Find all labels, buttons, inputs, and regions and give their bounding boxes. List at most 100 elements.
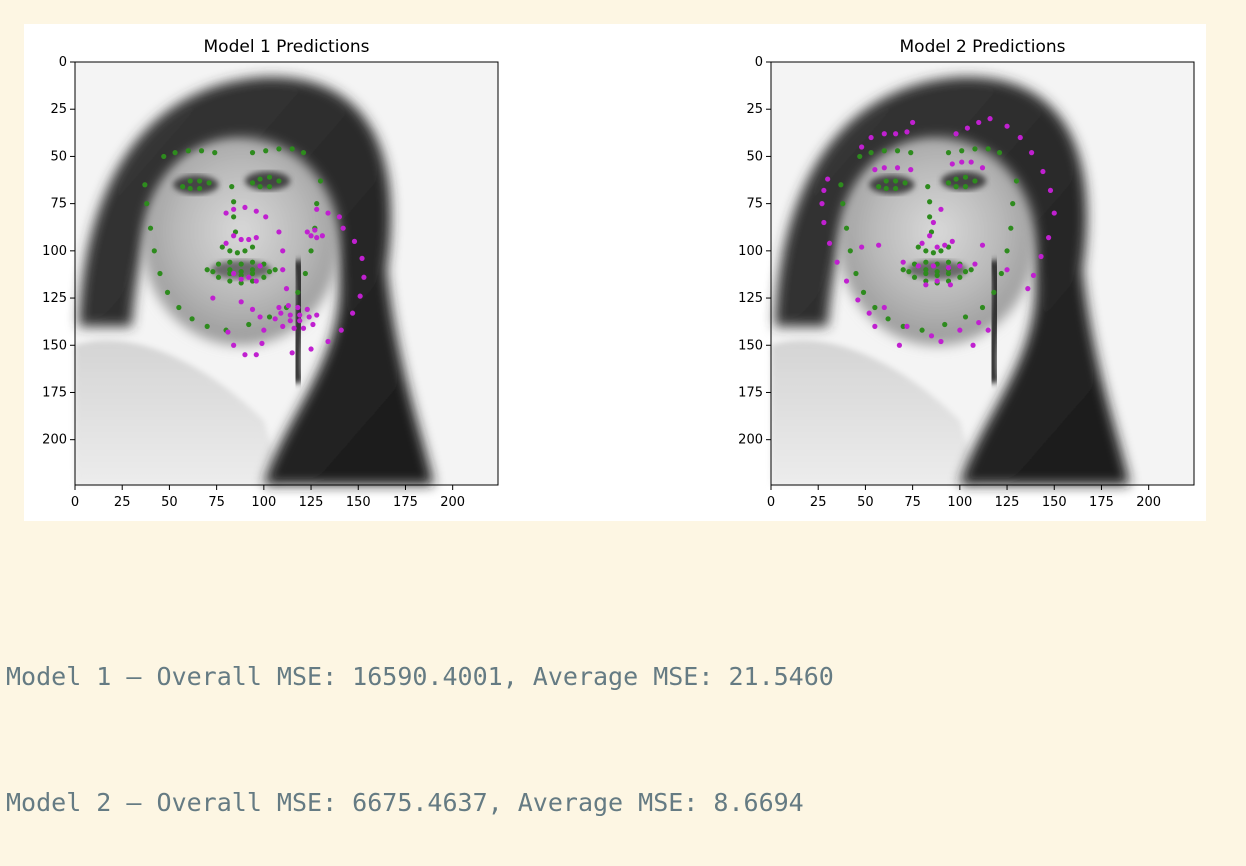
keypoint-marker	[142, 182, 148, 188]
keypoint-marker	[972, 146, 978, 152]
keypoint-marker	[276, 178, 282, 184]
keypoint-marker	[314, 235, 320, 241]
keypoint-marker	[923, 270, 929, 277]
keypoint-marker	[231, 270, 237, 277]
keypoint-marker	[238, 236, 244, 243]
keypoint-marker	[872, 304, 878, 311]
keypoint-marker	[227, 248, 233, 254]
keypoint-marker	[261, 327, 267, 333]
keypoint-marker	[253, 352, 259, 358]
keypoint-marker	[868, 134, 874, 141]
keypoint-marker	[351, 238, 358, 244]
subplot-2: Model 2 Predictions 0 25 50 75 100 125 150 175 20…	[738, 37, 1195, 510]
keypoint-marker	[894, 165, 901, 171]
keypoint-marker	[908, 167, 914, 173]
keypoint-marker	[942, 242, 948, 248]
keypoint-marker	[225, 329, 231, 335]
keypoint-marker	[206, 180, 212, 186]
keypoint-marker	[215, 274, 222, 280]
x-tick-label: 125	[299, 495, 324, 510]
keypoint-marker	[953, 176, 959, 182]
right-eye-shape	[244, 171, 291, 191]
keypoint-marker	[866, 310, 872, 316]
y-tick-label: 25	[746, 102, 763, 117]
keypoint-marker	[972, 178, 978, 184]
y-tick-label: 75	[746, 197, 763, 212]
keypoint-marker	[144, 201, 150, 207]
keypoint-marker	[336, 214, 342, 220]
keypoint-marker	[300, 150, 307, 156]
keypoint-marker	[340, 225, 346, 231]
keypoint-marker	[223, 240, 229, 246]
keypoint-marker	[291, 325, 297, 331]
keypoint-marker	[908, 150, 914, 156]
keypoint-marker	[959, 159, 965, 165]
keypoint-marker	[847, 248, 853, 254]
keypoint-marker	[238, 276, 244, 282]
keypoint-marker	[945, 270, 952, 277]
keypoint-marker	[189, 316, 195, 322]
keypoint-marker	[964, 125, 970, 131]
keypoint-marker	[968, 159, 974, 165]
keypoint-marker	[927, 233, 933, 239]
series-2	[210, 204, 367, 358]
keypoint-marker	[881, 165, 887, 171]
keypoint-marker	[893, 185, 899, 192]
keypoint-marker	[227, 278, 233, 284]
x-tick-label: 150	[346, 495, 371, 510]
series-2	[819, 116, 1057, 348]
keypoint-marker	[1004, 123, 1010, 129]
keypoint-marker	[276, 146, 282, 152]
keypoint-marker	[249, 150, 256, 156]
x-tick-label: 100	[947, 495, 972, 510]
keypoint-marker	[930, 219, 937, 226]
keypoint-marker	[938, 338, 944, 345]
keypoint-marker	[1004, 267, 1010, 273]
keypoint-marker	[855, 297, 861, 303]
keypoint-marker	[825, 176, 831, 182]
keypoint-marker	[304, 306, 310, 312]
keypoint-marker	[212, 150, 218, 156]
keypoint-marker	[915, 244, 921, 250]
keypoint-marker	[985, 146, 991, 152]
keypoint-marker	[885, 316, 891, 322]
keypoint-marker	[227, 267, 233, 273]
keypoint-marker	[249, 267, 256, 273]
keypoint-marker	[857, 153, 863, 160]
keypoint-marker	[263, 148, 269, 154]
keypoint-marker	[151, 248, 157, 254]
x-tick-label: 75	[208, 495, 225, 510]
keypoint-marker	[172, 150, 178, 156]
y-tick-label: 100	[738, 244, 763, 259]
keypoint-marker	[910, 119, 916, 126]
keypoint-marker	[970, 342, 976, 348]
keypoint-marker	[308, 346, 314, 352]
keypoint-marker	[295, 289, 301, 295]
keypoint-marker	[930, 250, 937, 256]
x-tick-label: 200	[440, 495, 465, 510]
keypoint-marker	[979, 242, 986, 248]
keypoint-marker	[242, 352, 248, 358]
x-tick-label: 25	[114, 495, 131, 510]
keypoint-marker	[249, 259, 256, 265]
keypoint-marker	[261, 274, 267, 280]
keypoint-marker	[204, 323, 210, 329]
keypoint-marker	[883, 178, 889, 184]
keypoint-marker	[249, 270, 256, 277]
keypoint-marker	[853, 270, 859, 277]
y-tick-label: 175	[42, 385, 67, 400]
keypoint-marker	[834, 259, 840, 265]
keypoint-marker	[285, 303, 291, 309]
keypoint-marker	[953, 131, 959, 137]
keypoint-marker	[876, 184, 882, 190]
keypoint-marker	[227, 259, 233, 265]
keypoint-marker	[925, 184, 931, 190]
keypoint-marker	[972, 261, 978, 267]
hair-strand	[987, 259, 1002, 384]
left-eye-shape	[869, 175, 915, 195]
x-tick-label: 0	[767, 495, 775, 510]
keypoint-marker	[359, 255, 365, 261]
keypoint-marker	[927, 199, 933, 205]
x-tick-label: 50	[161, 495, 178, 510]
keypoint-marker	[872, 323, 878, 329]
